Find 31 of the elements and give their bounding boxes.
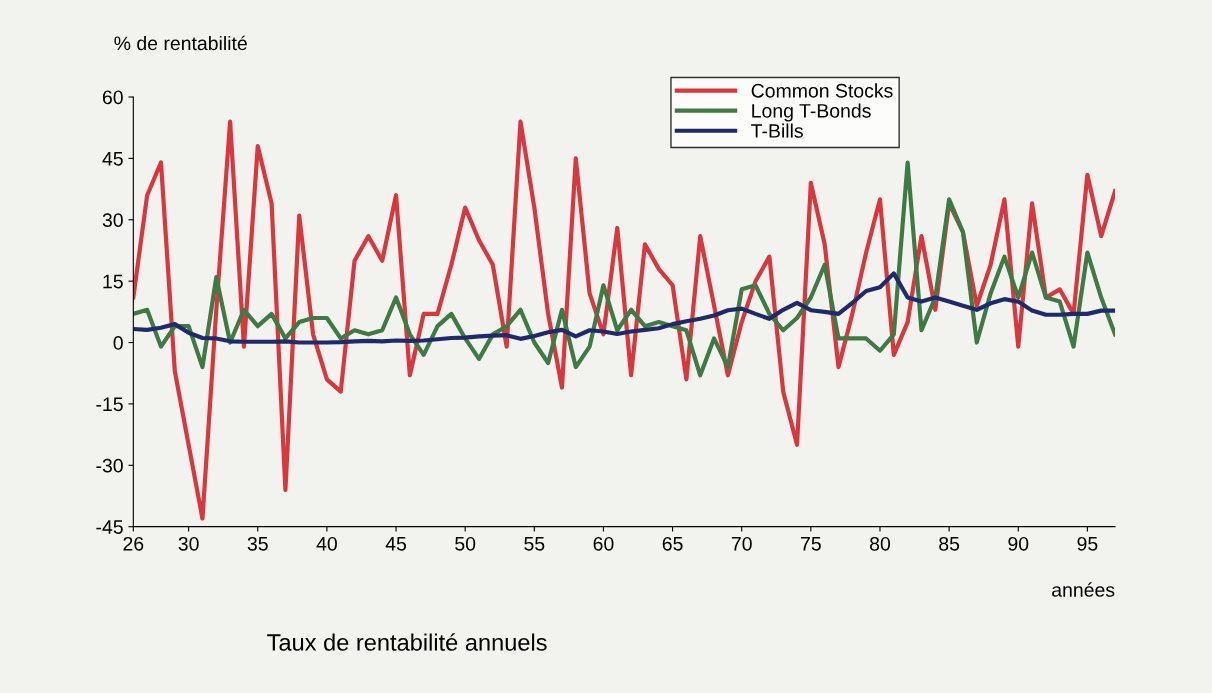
x-tick-label: 80 [870, 536, 891, 551]
x-tick-label: 90 [1008, 536, 1029, 551]
x-tick-label: 55 [524, 537, 545, 551]
legend-label: T-Bills [751, 123, 803, 138]
y-tick-label: -30 [96, 458, 123, 473]
x-tick-label: 40 [316, 536, 337, 551]
x-tick-label: 95 [1077, 536, 1098, 551]
x-axis-title: années [1052, 582, 1115, 597]
x-tick-label: 26 [123, 536, 144, 551]
y-tick-label: 15 [103, 274, 123, 289]
x-tick-label: 30 [178, 536, 199, 551]
y-axis-title: % de rentabilité [114, 35, 247, 51]
y-tick-label: -45 [96, 520, 123, 534]
legend-label: Long T-Bonds [752, 103, 871, 122]
x-tick-label: 35 [247, 536, 268, 551]
y-tick-label: 30 [102, 213, 123, 228]
y-tick-label: 0 [113, 336, 123, 350]
x-tick-label: 60 [593, 536, 614, 551]
x-tick-label: 50 [455, 536, 476, 551]
x-tick-label: 75 [801, 537, 821, 551]
text: Taux de rentabilité annuels [267, 633, 547, 651]
x-tick-label: 85 [939, 536, 960, 551]
y-tick-label: 45 [102, 152, 123, 166]
x-tick-label: 70 [731, 536, 752, 551]
y-tick-label: 60 [102, 90, 123, 105]
x-tick-label: 45 [385, 537, 407, 551]
x-tick-label: 65 [662, 536, 683, 551]
legend-label: Common Stocks [751, 83, 893, 98]
line-series [133, 160, 1116, 378]
y-tick-label: -15 [96, 397, 123, 412]
line-series [133, 271, 1116, 345]
